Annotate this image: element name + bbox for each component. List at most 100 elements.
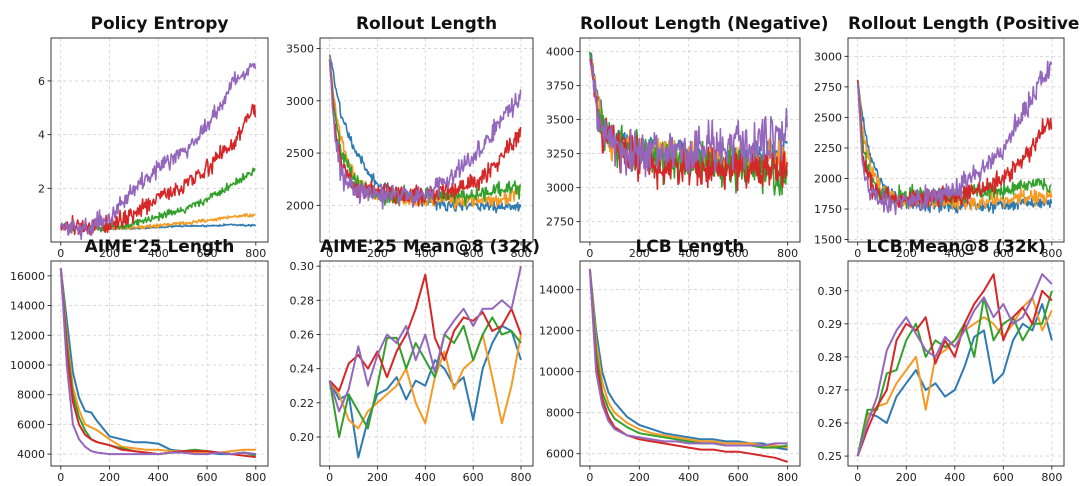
y-tick-label: 8000 bbox=[546, 407, 574, 420]
x-tick-label: 800 bbox=[245, 471, 266, 484]
x-tick-label: 200 bbox=[367, 247, 388, 260]
y-tick-label: 6 bbox=[38, 75, 45, 88]
chart-svg: 0 200 400 600 800 0.20 0.22 0.24 0.26 0.28 0.30 bbox=[290, 260, 534, 484]
series-line-purple bbox=[856, 60, 1053, 216]
x-tick-label: 600 bbox=[728, 471, 749, 484]
x-tick-label: 0 bbox=[854, 247, 861, 260]
chart-svg: 0 200 400 600 800 1500 1750 2000 2250 2500 2750 300… bbox=[814, 37, 1065, 260]
y-tick-label: 2500 bbox=[286, 147, 314, 160]
x-tick-label: 600 bbox=[993, 247, 1014, 260]
series-line-purple bbox=[328, 265, 522, 413]
x-tick-label: 0 bbox=[586, 247, 593, 260]
y-tick-label: 2000 bbox=[814, 172, 842, 185]
y-tick-label: 12000 bbox=[539, 325, 574, 338]
x-tick-label: 400 bbox=[415, 471, 436, 484]
chart-panel-3: Rollout Length (Negative) 0 200 400 600 800 27… bbox=[546, 10, 829, 262]
plot-frame bbox=[319, 37, 534, 243]
x-tick-label: 400 bbox=[415, 247, 436, 260]
x-tick-label: 0 bbox=[586, 471, 593, 484]
x-tick-label: 200 bbox=[896, 471, 917, 484]
y-tick-label: 10000 bbox=[10, 359, 45, 372]
y-tick-label: 3500 bbox=[546, 114, 574, 127]
x-tick-label: 800 bbox=[245, 247, 266, 260]
y-tick-label: 3000 bbox=[286, 95, 314, 108]
y-tick-label: 0.26 bbox=[290, 328, 315, 341]
x-tick-label: 200 bbox=[629, 247, 650, 260]
y-tick-label: 0.29 bbox=[818, 318, 843, 331]
y-tick-label: 14000 bbox=[539, 284, 574, 297]
y-tick-label: 4000 bbox=[17, 448, 45, 461]
x-tick-label: 0 bbox=[326, 471, 333, 484]
chart-title: AIME'25 Length bbox=[84, 237, 235, 257]
x-tick-label: 800 bbox=[777, 247, 798, 260]
x-tick-label: 400 bbox=[148, 247, 169, 260]
x-tick-label: 400 bbox=[944, 247, 965, 260]
plot-frame bbox=[50, 260, 269, 467]
series-line-purple bbox=[588, 269, 788, 447]
y-tick-label: 2250 bbox=[814, 142, 842, 155]
y-tick-label: 10000 bbox=[539, 366, 574, 379]
chart-grid: Policy Entropy 0 200 400 600 800 2 4 6 Rollout Le… bbox=[10, 10, 1080, 484]
y-tick-label: 1750 bbox=[814, 203, 842, 216]
y-tick-label: 0.30 bbox=[290, 260, 315, 273]
x-tick-label: 600 bbox=[728, 247, 749, 260]
plot-frame bbox=[50, 37, 269, 243]
x-tick-label: 0 bbox=[57, 247, 64, 260]
chart-panel-8: LCB Mean@8 (32k) 0 200 400 600 800 0.25 0.26 0.2… bbox=[818, 233, 1065, 486]
series-line-orange bbox=[856, 80, 1053, 211]
y-tick-label: 4000 bbox=[546, 46, 574, 59]
x-tick-label: 200 bbox=[896, 247, 917, 260]
chart-title: Policy Entropy bbox=[90, 14, 229, 34]
y-tick-label: 3500 bbox=[286, 42, 314, 55]
chart-svg: 0 200 400 600 800 2000 2500 3000 3500 bbox=[286, 37, 534, 260]
x-tick-label: 200 bbox=[629, 471, 650, 484]
y-tick-label: 0.28 bbox=[818, 351, 843, 364]
y-tick-label: 0.24 bbox=[290, 363, 315, 376]
series-line-orange bbox=[328, 333, 522, 430]
y-tick-label: 0.26 bbox=[818, 417, 843, 430]
series-line-purple bbox=[856, 273, 1053, 457]
chart-panel-2: Rollout Length 0 200 400 600 800 2000 2500 3000 3… bbox=[286, 10, 534, 262]
y-tick-label: 0.20 bbox=[290, 431, 315, 444]
x-tick-label: 600 bbox=[463, 247, 484, 260]
chart-title: Rollout Length bbox=[355, 14, 498, 34]
series-line-blue bbox=[328, 324, 522, 459]
y-tick-label: 8000 bbox=[17, 389, 45, 402]
y-tick-label: 0.27 bbox=[818, 384, 843, 397]
x-tick-label: 800 bbox=[511, 471, 532, 484]
series-line-red bbox=[588, 269, 788, 463]
y-tick-label: 1500 bbox=[814, 234, 842, 247]
x-tick-label: 400 bbox=[678, 471, 699, 484]
x-tick-label: 0 bbox=[326, 247, 333, 260]
y-tick-label: 0.25 bbox=[818, 450, 843, 463]
x-tick-label: 200 bbox=[367, 471, 388, 484]
y-tick-label: 3250 bbox=[546, 148, 574, 161]
chart-title: LCB Mean@8 (32k) bbox=[866, 237, 1046, 257]
x-tick-label: 200 bbox=[99, 471, 120, 484]
x-tick-label: 600 bbox=[463, 471, 484, 484]
x-tick-label: 400 bbox=[944, 471, 965, 484]
plot-frame bbox=[579, 260, 801, 467]
x-tick-label: 800 bbox=[1041, 471, 1062, 484]
plot-frame bbox=[847, 260, 1065, 467]
series-line-purple bbox=[59, 268, 256, 456]
y-tick-label: 6000 bbox=[546, 448, 574, 461]
x-tick-label: 200 bbox=[99, 247, 120, 260]
series-line-red bbox=[59, 268, 256, 459]
series-line-blue bbox=[856, 303, 1053, 457]
chart-panel-6: AIME'25 Mean@8 (32k) 0 200 400 600 800 0.20 0.2… bbox=[290, 233, 541, 486]
chart-svg: 0 200 400 600 800 4000 6000 8000 10000 12000 14000… bbox=[10, 260, 269, 484]
y-tick-label: 4 bbox=[38, 129, 45, 142]
plot-frame bbox=[847, 37, 1065, 243]
chart-panel-7: LCB Length 0 200 400 600 800 6000 8000 10000 1200… bbox=[539, 233, 801, 486]
y-tick-label: 2750 bbox=[814, 81, 842, 94]
x-tick-label: 600 bbox=[197, 247, 218, 260]
x-tick-label: 0 bbox=[57, 471, 64, 484]
x-tick-label: 600 bbox=[993, 471, 1014, 484]
y-tick-label: 3000 bbox=[814, 50, 842, 63]
y-tick-label: 3000 bbox=[546, 182, 574, 195]
y-tick-label: 3750 bbox=[546, 80, 574, 93]
y-tick-label: 14000 bbox=[10, 300, 45, 313]
y-tick-label: 2 bbox=[38, 182, 45, 195]
x-tick-label: 800 bbox=[777, 471, 798, 484]
